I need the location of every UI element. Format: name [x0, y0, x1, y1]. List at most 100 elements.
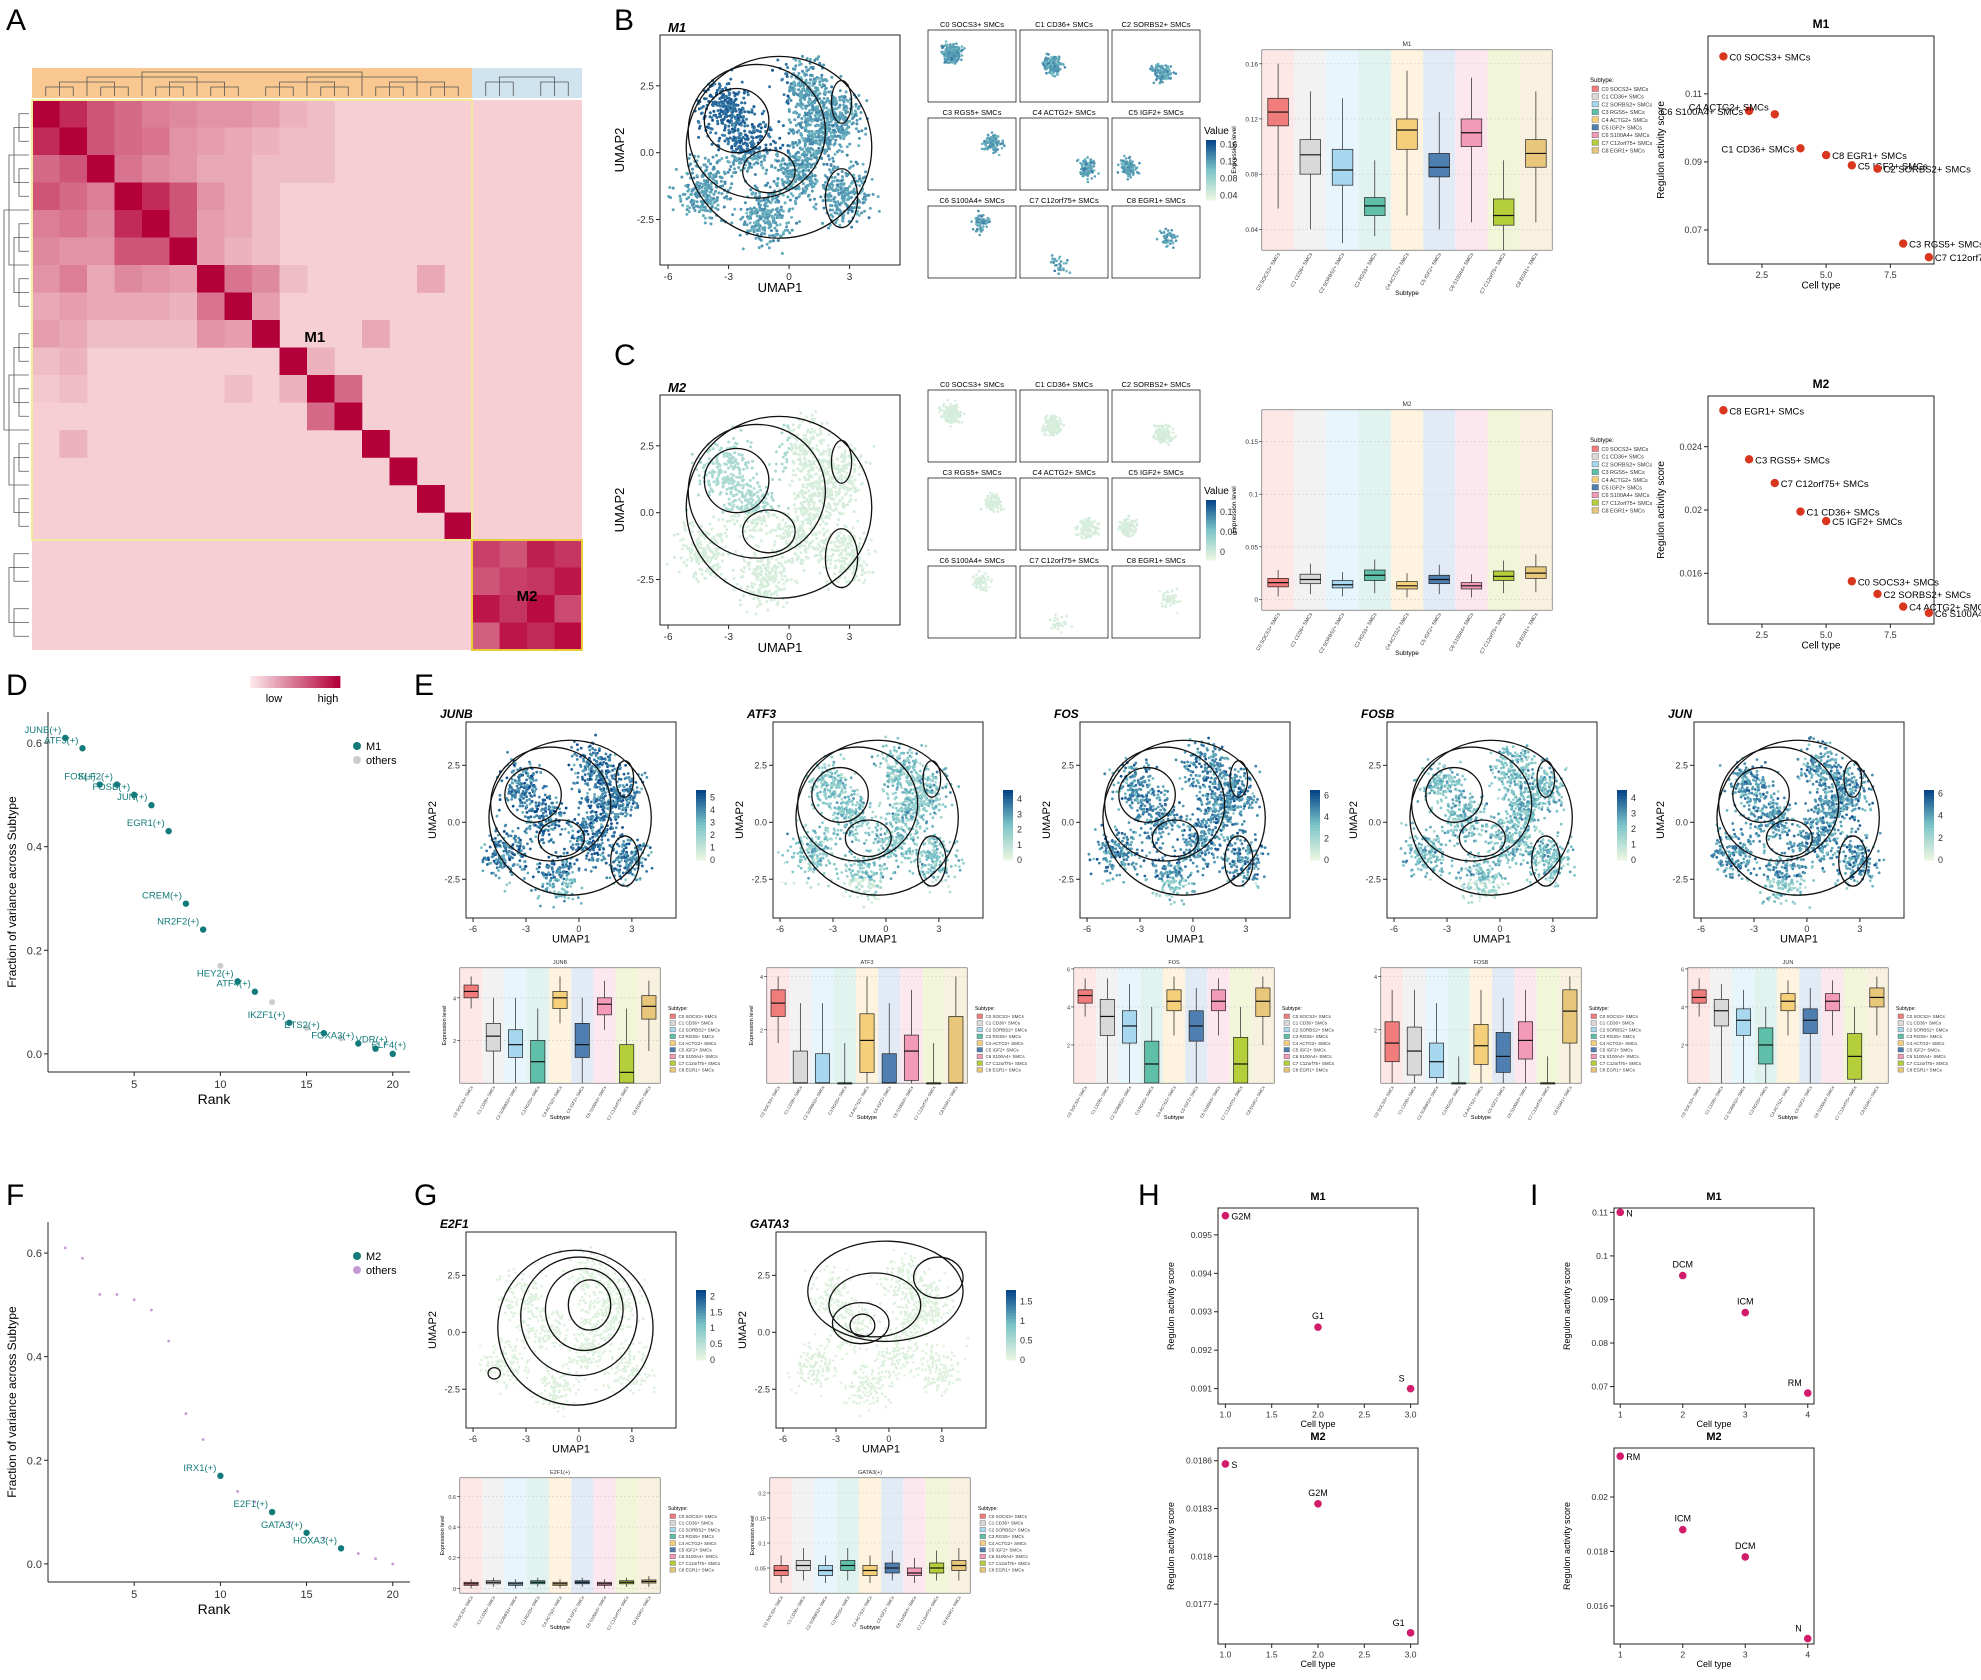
subtype-umap-point — [1161, 75, 1164, 79]
umap-point — [774, 558, 778, 562]
activity-point — [1924, 252, 1934, 262]
dendrogram-m1-band — [32, 68, 472, 98]
umap-point — [791, 207, 795, 211]
umap-point — [754, 612, 758, 616]
subtype-legend-label: C0 SOCS3+ SMCs — [1602, 87, 1649, 93]
umap-point — [827, 587, 831, 591]
umap-point — [808, 113, 812, 117]
subtype-umap-point — [1156, 64, 1159, 68]
umap-point — [795, 143, 799, 147]
umap-point — [689, 559, 693, 563]
umap-point — [852, 462, 856, 466]
umap-point — [685, 558, 689, 562]
dendrogram-branch — [8, 567, 29, 623]
umap-point — [679, 538, 683, 542]
subtype-umap-point — [1057, 272, 1060, 276]
subtype-legend-label: C1 CD36+ SMCs — [1602, 95, 1645, 101]
umap-point — [759, 203, 763, 207]
umap-point — [827, 566, 831, 570]
umap-point — [801, 182, 805, 186]
umap-point — [776, 239, 780, 243]
subtype-umap-point — [1163, 236, 1167, 240]
umap-point — [734, 92, 738, 96]
umap-point — [794, 105, 798, 109]
umap-point — [851, 483, 855, 487]
subtype-legend-swatch — [1591, 139, 1599, 146]
umap-point — [703, 156, 707, 160]
legend-gradient-step — [298, 676, 302, 688]
umap-point — [793, 81, 797, 85]
umap-point — [833, 134, 837, 138]
umap-point — [727, 124, 731, 128]
umap-point — [757, 222, 761, 226]
heatmap-cell — [334, 375, 363, 403]
subtype-umap-point — [1170, 239, 1173, 243]
subtype-umap-point — [1080, 164, 1084, 168]
heatmap-cell — [169, 127, 198, 156]
umap-point — [742, 483, 746, 487]
umap-point — [682, 561, 686, 565]
umap-point — [716, 553, 720, 557]
umap-point — [715, 115, 719, 119]
umap-point — [848, 142, 852, 146]
umap-point — [709, 222, 713, 226]
umap-point — [732, 522, 736, 526]
umap-point — [774, 208, 778, 212]
umap-point — [811, 455, 815, 459]
umap-point — [845, 145, 849, 149]
umap-point — [711, 155, 715, 159]
umap-point — [721, 510, 725, 514]
umap-point — [862, 531, 866, 535]
umap-point — [734, 156, 738, 160]
umap-point — [773, 563, 777, 567]
umap-point — [828, 562, 832, 566]
umap-point — [742, 467, 746, 471]
subtype-umap-point — [1082, 167, 1086, 171]
umap-point — [774, 182, 778, 186]
subtype-umap-point — [971, 227, 975, 231]
umap-point — [813, 89, 817, 93]
umap-point — [779, 164, 783, 168]
umap-point — [795, 581, 799, 585]
umap-point — [847, 219, 851, 223]
umap-point — [852, 173, 856, 177]
umap-point — [788, 152, 792, 156]
x-axis-label: Cell type — [1802, 280, 1841, 291]
umap-point — [826, 479, 830, 483]
umap-point — [794, 64, 798, 68]
umap-point — [837, 202, 841, 206]
subtype-umap-point — [1087, 168, 1091, 171]
heatmap-cell — [334, 402, 363, 431]
subtype-umap-point — [944, 40, 948, 43]
heatmap-cell — [59, 265, 88, 293]
subtype-umap-point — [1124, 157, 1128, 160]
umap-point — [767, 213, 771, 217]
umap-point — [835, 536, 839, 540]
umap-point — [715, 153, 719, 157]
umap-point — [755, 128, 759, 132]
x-tick-label: -3 — [724, 272, 733, 283]
umap-point — [739, 123, 743, 127]
heatmap-cell — [32, 237, 60, 266]
umap-point — [745, 588, 749, 592]
umap-point — [691, 171, 695, 175]
umap-point — [854, 160, 858, 164]
umap-point — [723, 104, 727, 108]
umap-point — [797, 88, 801, 92]
heatmap-cell — [472, 622, 500, 651]
umap-point — [792, 131, 796, 135]
umap-point — [783, 524, 787, 528]
umap-point — [733, 142, 737, 146]
umap-point — [740, 500, 744, 504]
umap-point — [738, 110, 742, 114]
heatmap-cell — [307, 347, 335, 376]
umap-point — [829, 204, 833, 208]
umap-point — [751, 503, 755, 507]
subtype-umap-point — [1168, 242, 1172, 245]
subtype-legend-label: C6 S100A4+ SMCs — [1602, 133, 1650, 139]
legend-gradient-step — [322, 676, 326, 688]
subtype-umap-point — [1047, 53, 1050, 56]
umap-point — [843, 524, 847, 528]
subtype-umap-point — [1003, 144, 1006, 148]
umap-point — [832, 541, 836, 545]
